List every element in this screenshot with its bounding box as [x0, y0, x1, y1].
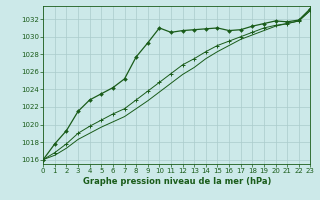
X-axis label: Graphe pression niveau de la mer (hPa): Graphe pression niveau de la mer (hPa) — [83, 177, 271, 186]
